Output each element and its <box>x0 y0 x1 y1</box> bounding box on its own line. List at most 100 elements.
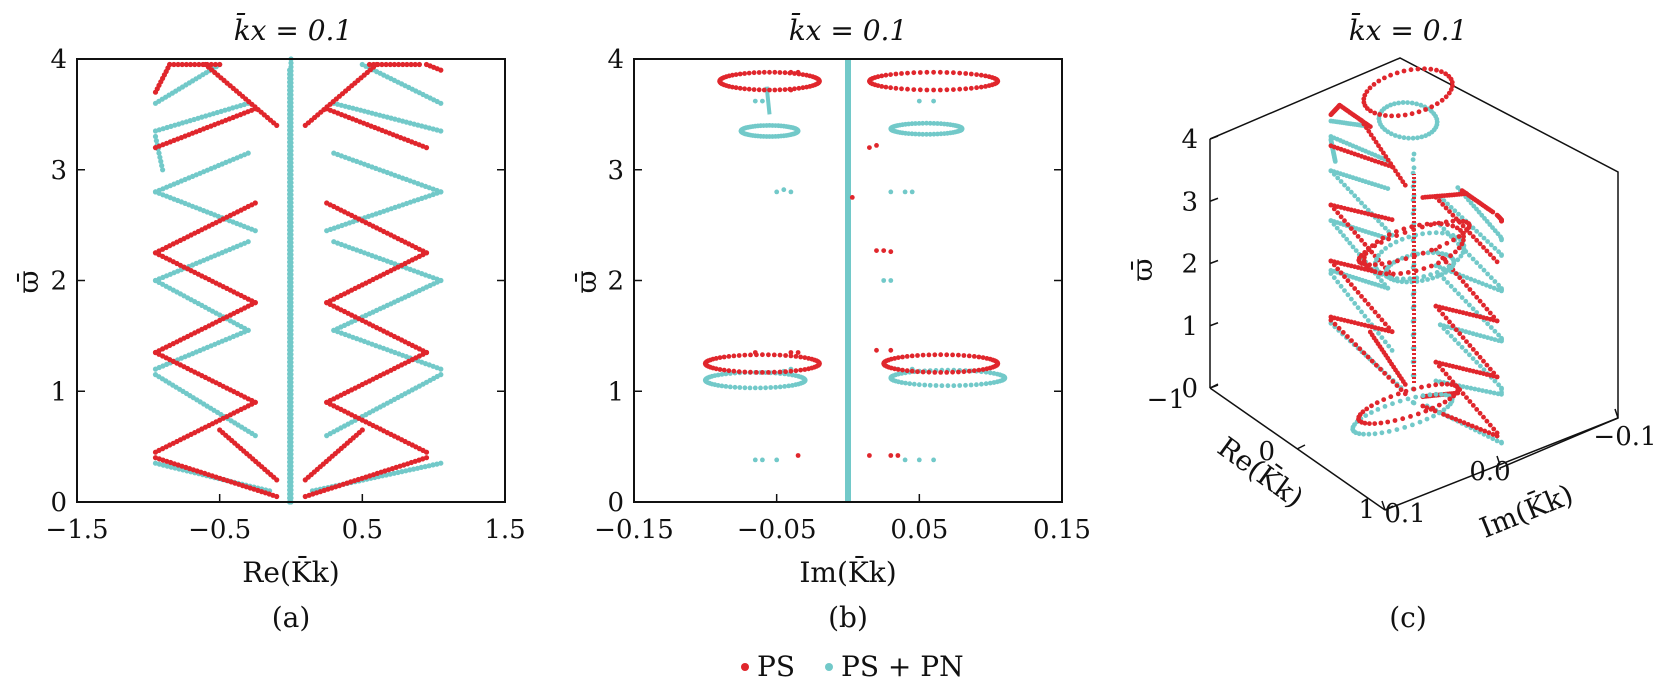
panel-c-point <box>1468 276 1474 282</box>
panel-b-xtick-label: −0.05 <box>737 515 817 545</box>
panel-a-point <box>288 224 294 230</box>
panel-a-point <box>156 461 162 467</box>
panel-b-loop-point <box>995 362 1000 367</box>
panel-a-point <box>383 472 389 478</box>
panel-c-loop-point <box>1375 407 1381 412</box>
panel-b-loop-point <box>924 120 929 126</box>
panel-c-loop-point <box>1446 264 1452 269</box>
panel-b-loop-point <box>783 369 788 375</box>
panel-c-loop-point <box>1396 100 1401 106</box>
panel-c-loop-point <box>1423 107 1428 112</box>
panel-c-loop-point <box>1441 267 1446 273</box>
panel-a-point <box>358 337 364 343</box>
panel-b-point <box>774 189 780 195</box>
panel-b-loop-point <box>984 356 990 361</box>
panel-c-loop-point <box>1386 236 1391 242</box>
panel-c-point <box>1382 282 1387 287</box>
panel-b-loop-point <box>717 367 723 372</box>
panel-c-loop-point <box>1376 78 1382 84</box>
panel-b-loop-point <box>888 72 893 77</box>
panel-c-point <box>1369 358 1375 364</box>
panel-a-point <box>288 244 294 250</box>
panel-c-point <box>1450 212 1456 218</box>
panel-b-loop-point <box>721 354 727 360</box>
panel-b-point <box>931 98 936 104</box>
panel-c-loop-point <box>1409 100 1415 106</box>
panel-b-ytick-label: 0 <box>607 488 624 518</box>
panel-c-point <box>1470 356 1476 361</box>
panel-a-point <box>288 120 294 126</box>
panel-c-loop-point <box>1426 383 1432 389</box>
panel-a-point <box>288 487 294 493</box>
panel-a-point <box>288 439 294 445</box>
panel-c-point <box>1338 179 1344 184</box>
panel-b-loop-point <box>748 369 753 375</box>
panel-b-loop-point <box>924 87 930 93</box>
panel-c-loop-point <box>1401 226 1407 232</box>
panel-a-point <box>288 255 294 262</box>
panel-c-point <box>1453 416 1459 422</box>
panel-c-loop-point <box>1455 257 1461 263</box>
panel-b-point <box>781 187 787 193</box>
panel-a-point <box>179 61 185 68</box>
panel-c-loop-point <box>1404 279 1409 285</box>
panel-a-point <box>391 470 397 476</box>
panel-c-ztick-mark <box>1209 135 1219 140</box>
panel-c-point <box>1481 245 1486 250</box>
panel-c-series-ps <box>1328 102 1504 439</box>
panel-c-point <box>1338 214 1344 220</box>
panel-c-loop-point <box>1386 429 1392 434</box>
panel-a-point <box>210 111 216 117</box>
panel-b-loop-point <box>963 71 969 76</box>
panel-b-loop-point <box>719 372 725 377</box>
panel-c-point <box>1359 294 1364 299</box>
panel-a-point <box>153 138 159 144</box>
panel-a-point <box>159 163 165 169</box>
panel-b-loop-point <box>916 131 922 137</box>
panel-c-point <box>1496 282 1501 288</box>
panel-b-loop-point <box>915 353 920 358</box>
panel-b-point <box>895 453 901 458</box>
panel-a-point <box>171 61 177 68</box>
panel-a-point <box>288 263 294 270</box>
panel-b-loop-point <box>767 87 772 93</box>
panel-a-point <box>288 475 294 481</box>
panel-b-loop-point <box>904 368 910 374</box>
panel-b-loop-point <box>917 70 923 75</box>
panel-c-loop-point <box>1361 96 1367 102</box>
panel-c-loop-point <box>1451 260 1457 266</box>
panel-c-point <box>1348 296 1354 302</box>
panel-c-point <box>1332 321 1338 327</box>
panel-b-loop-point <box>951 383 957 389</box>
panel-b-loop-point <box>944 70 950 75</box>
panel-c-point <box>1349 338 1354 343</box>
panel-a-point <box>288 80 294 86</box>
panel-c-loop-point <box>1379 261 1385 267</box>
panel-c-point <box>1471 203 1477 209</box>
panel-c-ytick-label: 0.1 <box>1384 499 1425 529</box>
panel-a-point <box>288 335 294 341</box>
panel-a-point <box>434 461 440 467</box>
panel-b-loop-point <box>736 353 742 358</box>
panel-c-ztick-mark <box>1209 259 1219 265</box>
panel-c-loop-point <box>1372 110 1378 116</box>
panel-c-loop-point <box>1409 111 1415 117</box>
panel-b-label: (b) <box>828 601 868 634</box>
panel-c-loop-point <box>1456 245 1462 251</box>
panel-c-loop-point <box>1367 421 1372 426</box>
panel-a-point <box>438 277 444 284</box>
panel-c-loop-point <box>1356 431 1362 437</box>
panel-c-point <box>1467 230 1473 236</box>
panel-c-ztick-label: 1 <box>1181 312 1198 342</box>
panel-b-loop-point <box>924 69 930 75</box>
panel-a-point <box>288 172 294 178</box>
panel-a-point <box>396 174 402 180</box>
panel-a-point <box>252 228 258 234</box>
panel-b-loop-point <box>737 385 743 390</box>
panel-c-point <box>1494 259 1500 265</box>
panel-b-point <box>916 98 922 104</box>
panel-b-loop-point <box>905 86 910 92</box>
panel-c-loop-point <box>1387 260 1392 265</box>
panel-b-point <box>888 347 894 353</box>
panel-c-loop-point <box>1459 241 1465 247</box>
